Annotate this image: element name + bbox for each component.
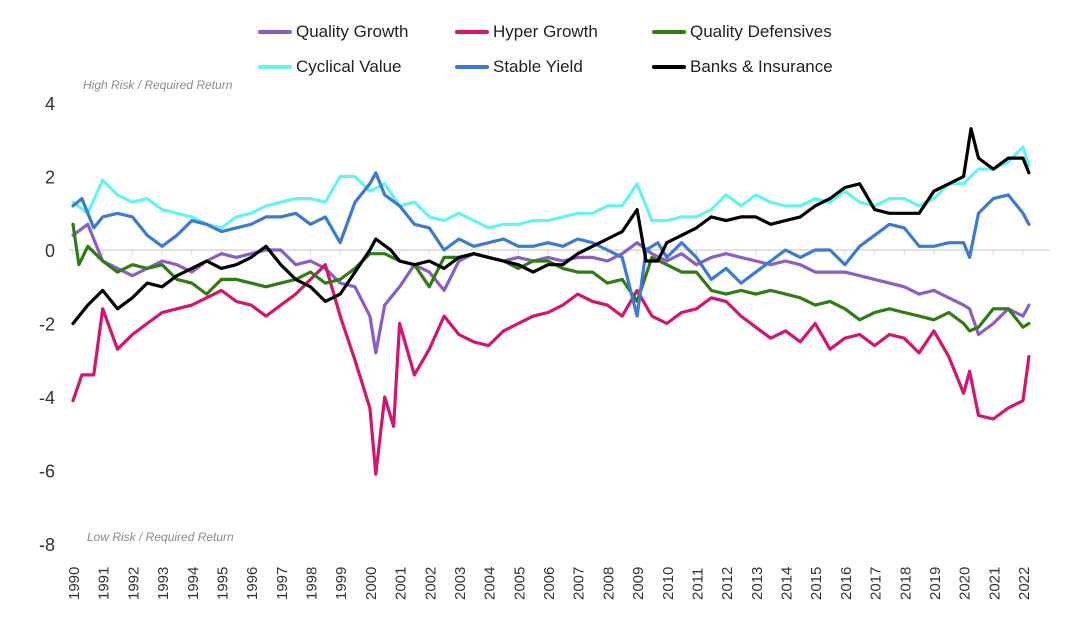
x-tick-label: 2016 xyxy=(838,567,855,600)
x-tick-label: 1997 xyxy=(274,567,291,600)
x-tick-label: 2003 xyxy=(452,567,469,600)
annotation-low-risk: Low Risk / Required Return xyxy=(87,530,234,544)
legend-label: Banks & Insurance xyxy=(690,57,833,76)
x-tick-label: 2004 xyxy=(482,567,499,600)
x-tick-label: 2006 xyxy=(541,567,558,600)
x-tick-label: 2019 xyxy=(927,567,944,600)
x-tick-label: 1995 xyxy=(214,567,231,600)
y-tick-label: -2 xyxy=(39,315,55,335)
axes xyxy=(69,249,1050,255)
x-tick-label: 1999 xyxy=(333,567,350,600)
y-tick-label: -6 xyxy=(39,462,55,482)
x-tick-label: 2013 xyxy=(749,567,766,600)
x-tick-label: 2014 xyxy=(779,567,796,600)
x-tick-label: 1991 xyxy=(96,567,113,600)
x-tick-label: 2010 xyxy=(660,567,677,600)
y-tick-label: 2 xyxy=(45,168,55,188)
legend-item: Hyper Growth xyxy=(455,22,598,42)
x-tick-label: 1996 xyxy=(244,567,261,600)
legend-label: Cyclical Value xyxy=(296,57,402,76)
x-tick-label: 1992 xyxy=(125,567,142,600)
legend-item: Stable Yield xyxy=(455,57,583,77)
legend-label: Hyper Growth xyxy=(493,22,598,41)
y-tick-label: -4 xyxy=(39,388,55,408)
series-line-hyper-growth xyxy=(71,263,1031,476)
x-tick-label: 1990 xyxy=(66,567,83,600)
x-tick-label: 2022 xyxy=(1016,567,1033,600)
legend-item: Cyclical Value xyxy=(258,57,402,77)
x-tick-label: 2005 xyxy=(511,567,528,600)
legend-item: Quality Defensives xyxy=(652,22,832,42)
legend-label: Stable Yield xyxy=(493,57,583,76)
x-tick-label: 2012 xyxy=(719,567,736,600)
legend-item: Banks & Insurance xyxy=(652,57,833,77)
x-tick-label: 2017 xyxy=(868,567,885,600)
series-lines xyxy=(71,127,1031,476)
legend-label: Quality Growth xyxy=(296,22,409,41)
x-tick-label: 2001 xyxy=(393,567,410,600)
x-tick-label: 2020 xyxy=(957,567,974,600)
y-tick-label: 4 xyxy=(45,94,55,114)
x-tick-label: 2018 xyxy=(897,567,914,600)
series-line-quality-defensives xyxy=(71,222,1031,333)
series-line-stable-yield xyxy=(71,171,1031,318)
x-tick-label: 2000 xyxy=(363,567,380,600)
x-tick-label: 2009 xyxy=(630,567,647,600)
series-line-banks-insurance xyxy=(71,127,1031,326)
y-tick-label: 0 xyxy=(45,241,55,261)
legend-swatch xyxy=(258,30,292,34)
y-tick-label: -8 xyxy=(39,535,55,555)
legend-swatch xyxy=(652,65,686,69)
x-tick-label: 1993 xyxy=(155,567,172,600)
series-line-cyclical-value xyxy=(71,145,1031,230)
x-tick-label: 2002 xyxy=(422,567,439,600)
legend-swatch xyxy=(455,65,489,69)
legend-swatch xyxy=(455,30,489,34)
legend-item: Quality Growth xyxy=(258,22,408,42)
x-tick-label: 2011 xyxy=(689,568,706,600)
legend-swatch xyxy=(652,30,686,34)
x-tick-label: 2015 xyxy=(808,567,825,600)
x-tick-label: 1998 xyxy=(304,567,321,600)
x-tick-label: 2007 xyxy=(571,567,588,600)
legend-label: Quality Defensives xyxy=(690,22,832,41)
series-line-quality-growth xyxy=(71,222,1031,355)
x-tick-label: 2021 xyxy=(986,567,1003,600)
tick-labels: 1990 1991 1992 1993 1994 1995 1996 1997 1998 1999… xyxy=(39,94,1033,600)
x-tick-label: 1994 xyxy=(185,567,202,600)
legend-swatch xyxy=(258,65,292,69)
annotation-high-risk: High Risk / Required Return xyxy=(83,78,233,92)
x-tick-label: 2008 xyxy=(600,567,617,600)
